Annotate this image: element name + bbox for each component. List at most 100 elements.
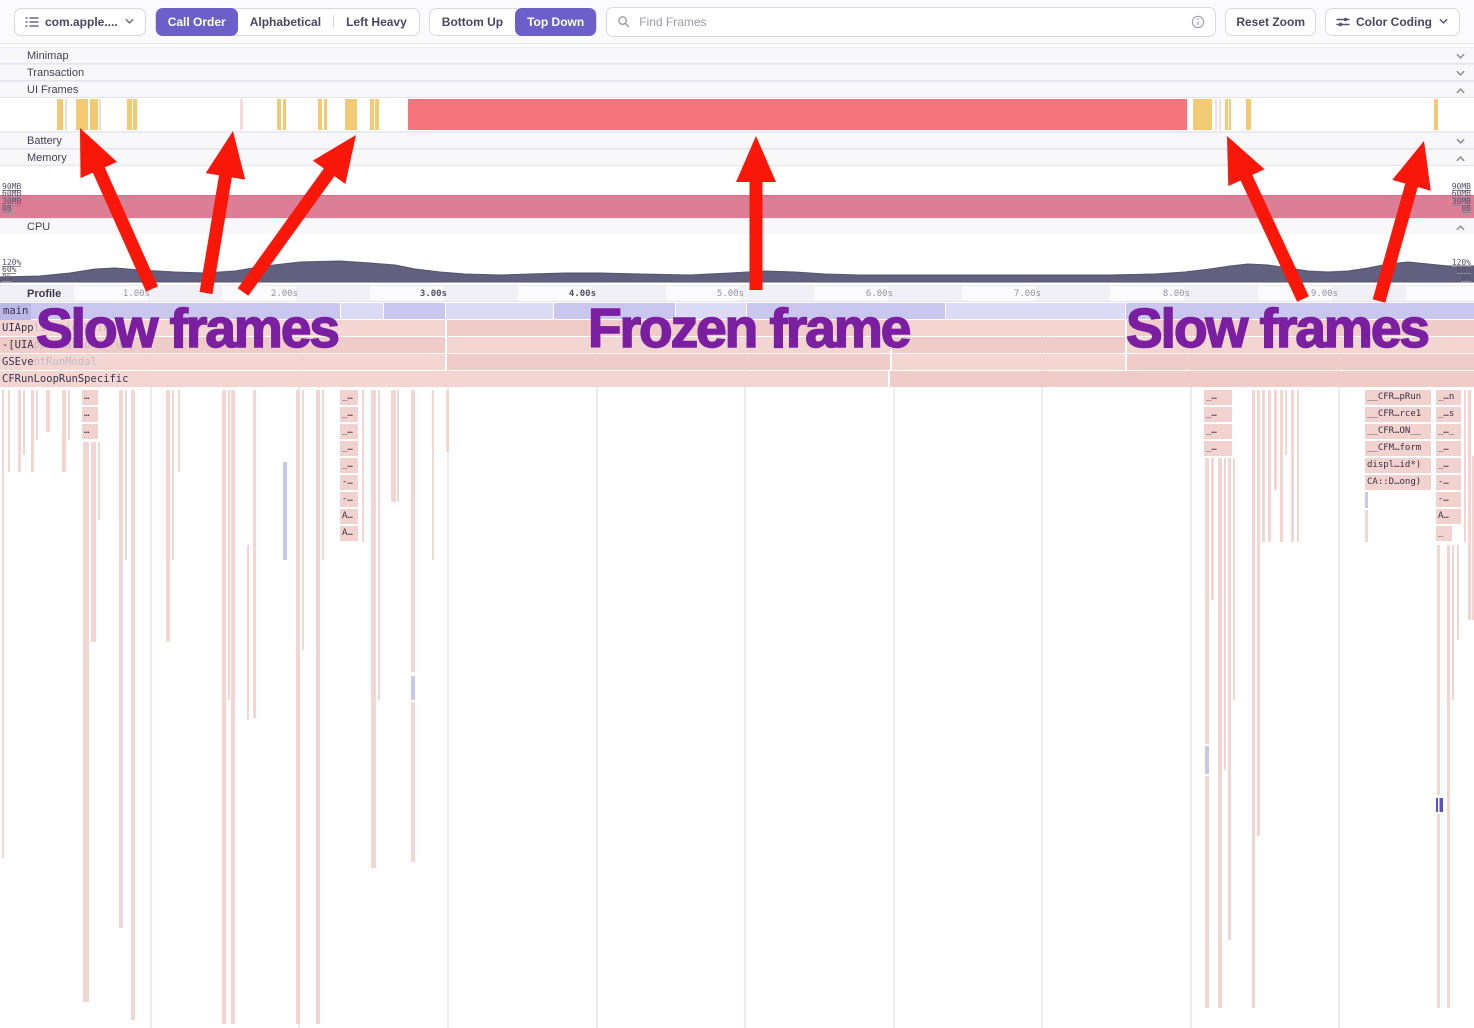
- chevron-up-icon[interactable]: [1455, 85, 1466, 96]
- flame-frame-box[interactable]: A…: [340, 509, 358, 524]
- flame-column[interactable]: [1205, 458, 1209, 744]
- flame-frame-segment[interactable]: [747, 303, 945, 319]
- track-header-memory[interactable]: Memory: [0, 149, 1474, 166]
- sort-left-heavy-button[interactable]: Left Heavy: [334, 8, 419, 36]
- flame-column[interactable]: [1262, 390, 1265, 542]
- direction-top-down-button[interactable]: Top Down: [515, 7, 597, 36]
- flame-column[interactable]: [231, 390, 235, 1024]
- flame-frame-segment[interactable]: [890, 371, 1474, 387]
- slow-frame-bar[interactable]: [1246, 99, 1251, 130]
- chevron-down-icon[interactable]: [1455, 136, 1466, 147]
- flame-column[interactable]: [228, 390, 230, 700]
- slow-frame-bar[interactable]: [324, 99, 327, 130]
- flame-frame-row[interactable]: CFRunLoopRunSpecific: [0, 371, 1474, 387]
- flame-frame-segment[interactable]: [341, 303, 383, 319]
- flame-frame-box[interactable]: A…: [340, 526, 358, 541]
- flame-frame-segment[interactable]: [447, 337, 890, 353]
- flame-column[interactable]: [1205, 746, 1209, 774]
- flame-frame-segment[interactable]: [0, 320, 445, 336]
- flame-column[interactable]: [18, 390, 21, 472]
- slow-frame-bar[interactable]: [76, 99, 88, 130]
- flame-column[interactable]: [23, 390, 25, 455]
- flame-frame-row[interactable]: UIApplicationMain: [0, 320, 1474, 336]
- flame-frame-segment[interactable]: [1127, 354, 1474, 370]
- flame-column[interactable]: [46, 390, 50, 432]
- flame-column[interactable]: [253, 390, 256, 718]
- flame-column[interactable]: [391, 390, 396, 502]
- flame-frame-segment[interactable]: [384, 303, 445, 319]
- flame-column[interactable]: [322, 390, 324, 560]
- flame-column[interactable]: [1280, 390, 1283, 542]
- slow-frame-bar[interactable]: [133, 99, 137, 130]
- slow-frame-bar[interactable]: [57, 99, 63, 130]
- minor-frame-bar[interactable]: [1215, 99, 1217, 130]
- flame-frame-box[interactable]: CA::D…ong): [1365, 475, 1431, 490]
- flame-column[interactable]: [296, 390, 300, 1024]
- flame-frame-box[interactable]: …: [82, 390, 98, 405]
- flame-column[interactable]: [1268, 390, 1271, 542]
- flame-column[interactable]: [1447, 545, 1450, 1008]
- flame-frame-segment[interactable]: [447, 320, 890, 336]
- frozen-frame-bar[interactable]: [408, 99, 1187, 130]
- slow-frame-bar[interactable]: [345, 99, 357, 130]
- flame-frame-box[interactable]: _…_: [1436, 424, 1461, 439]
- chevron-down-icon[interactable]: [1455, 51, 1466, 62]
- flame-column[interactable]: [378, 390, 380, 700]
- ui-frames-track-content[interactable]: [0, 98, 1474, 132]
- minor-frame-bar[interactable]: [240, 99, 243, 130]
- color-coding-button[interactable]: Color Coding: [1325, 7, 1460, 36]
- minor-frame-bar[interactable]: [65, 99, 67, 130]
- flame-frame-box[interactable]: __CFR…rce1: [1365, 407, 1431, 422]
- flame-column[interactable]: [62, 390, 66, 472]
- flame-frame-segment[interactable]: [554, 303, 675, 319]
- minor-frame-bar[interactable]: [1219, 99, 1221, 130]
- flame-column[interactable]: [2, 390, 4, 858]
- flame-column[interactable]: [411, 702, 415, 862]
- flame-frame-box[interactable]: displ…id*): [1365, 458, 1431, 473]
- flame-frame-segment[interactable]: [1127, 337, 1474, 353]
- slow-frame-bar[interactable]: [1225, 99, 1228, 130]
- flame-frame-box[interactable]: _…: [340, 458, 358, 473]
- direction-bottom-up-button[interactable]: Bottom Up: [430, 8, 515, 36]
- flame-column[interactable]: [1452, 545, 1454, 700]
- slow-frame-bar[interactable]: [1229, 99, 1231, 130]
- flame-column[interactable]: [1224, 458, 1226, 770]
- flame-frame-box[interactable]: _…: [1204, 390, 1232, 405]
- flame-frame-box[interactable]: A…: [1436, 509, 1461, 524]
- flame-column[interactable]: [91, 442, 96, 642]
- flame-frame-box[interactable]: -…: [1436, 475, 1461, 490]
- flame-frame-segment[interactable]: [676, 303, 746, 319]
- flame-frame-box[interactable]: -…: [340, 475, 358, 490]
- flame-column[interactable]: [1437, 545, 1440, 795]
- flame-frame-segment[interactable]: [0, 337, 445, 353]
- cpu-track-content[interactable]: 120% 120% 60% 60% 0% 0%: [0, 234, 1474, 283]
- slow-frame-bar[interactable]: [127, 99, 132, 130]
- flame-frame-segment[interactable]: [946, 303, 1125, 319]
- flame-column[interactable]: [397, 390, 399, 502]
- flame-frame-box[interactable]: _: [1436, 526, 1452, 541]
- flame-column[interactable]: [1274, 390, 1277, 490]
- flame-frame-box[interactable]: -…: [1436, 492, 1461, 507]
- flame-frame-segment[interactable]: [1126, 303, 1474, 319]
- flame-column[interactable]: [1218, 458, 1222, 1008]
- slow-frame-bar[interactable]: [370, 99, 374, 130]
- slow-frame-bar[interactable]: [1434, 99, 1438, 130]
- flame-frame-box[interactable]: _…: [340, 424, 358, 439]
- flame-column[interactable]: [371, 390, 376, 868]
- flame-column[interactable]: [222, 390, 226, 1024]
- flame-frame-box[interactable]: __CFR…pRun: [1365, 390, 1431, 405]
- flame-column[interactable]: [68, 390, 70, 440]
- flame-frame-box[interactable]: _…: [1436, 458, 1461, 473]
- track-header-ui-frames[interactable]: UI Frames: [0, 81, 1474, 98]
- flame-column[interactable]: [1468, 390, 1471, 620]
- flame-frame-segment[interactable]: [892, 320, 1125, 336]
- flame-column[interactable]: [1291, 390, 1294, 542]
- thread-selector[interactable]: com.apple....: [14, 7, 146, 36]
- flame-frame-segment[interactable]: [446, 303, 553, 319]
- flame-frame-box[interactable]: __CFR…ON__: [1365, 424, 1431, 439]
- flame-column[interactable]: [1437, 814, 1440, 1008]
- flame-column[interactable]: [1365, 492, 1368, 508]
- flame-frame-segment[interactable]: [892, 337, 1125, 353]
- flame-column[interactable]: [1297, 390, 1299, 542]
- flame-frame-box[interactable]: _…: [1204, 424, 1232, 439]
